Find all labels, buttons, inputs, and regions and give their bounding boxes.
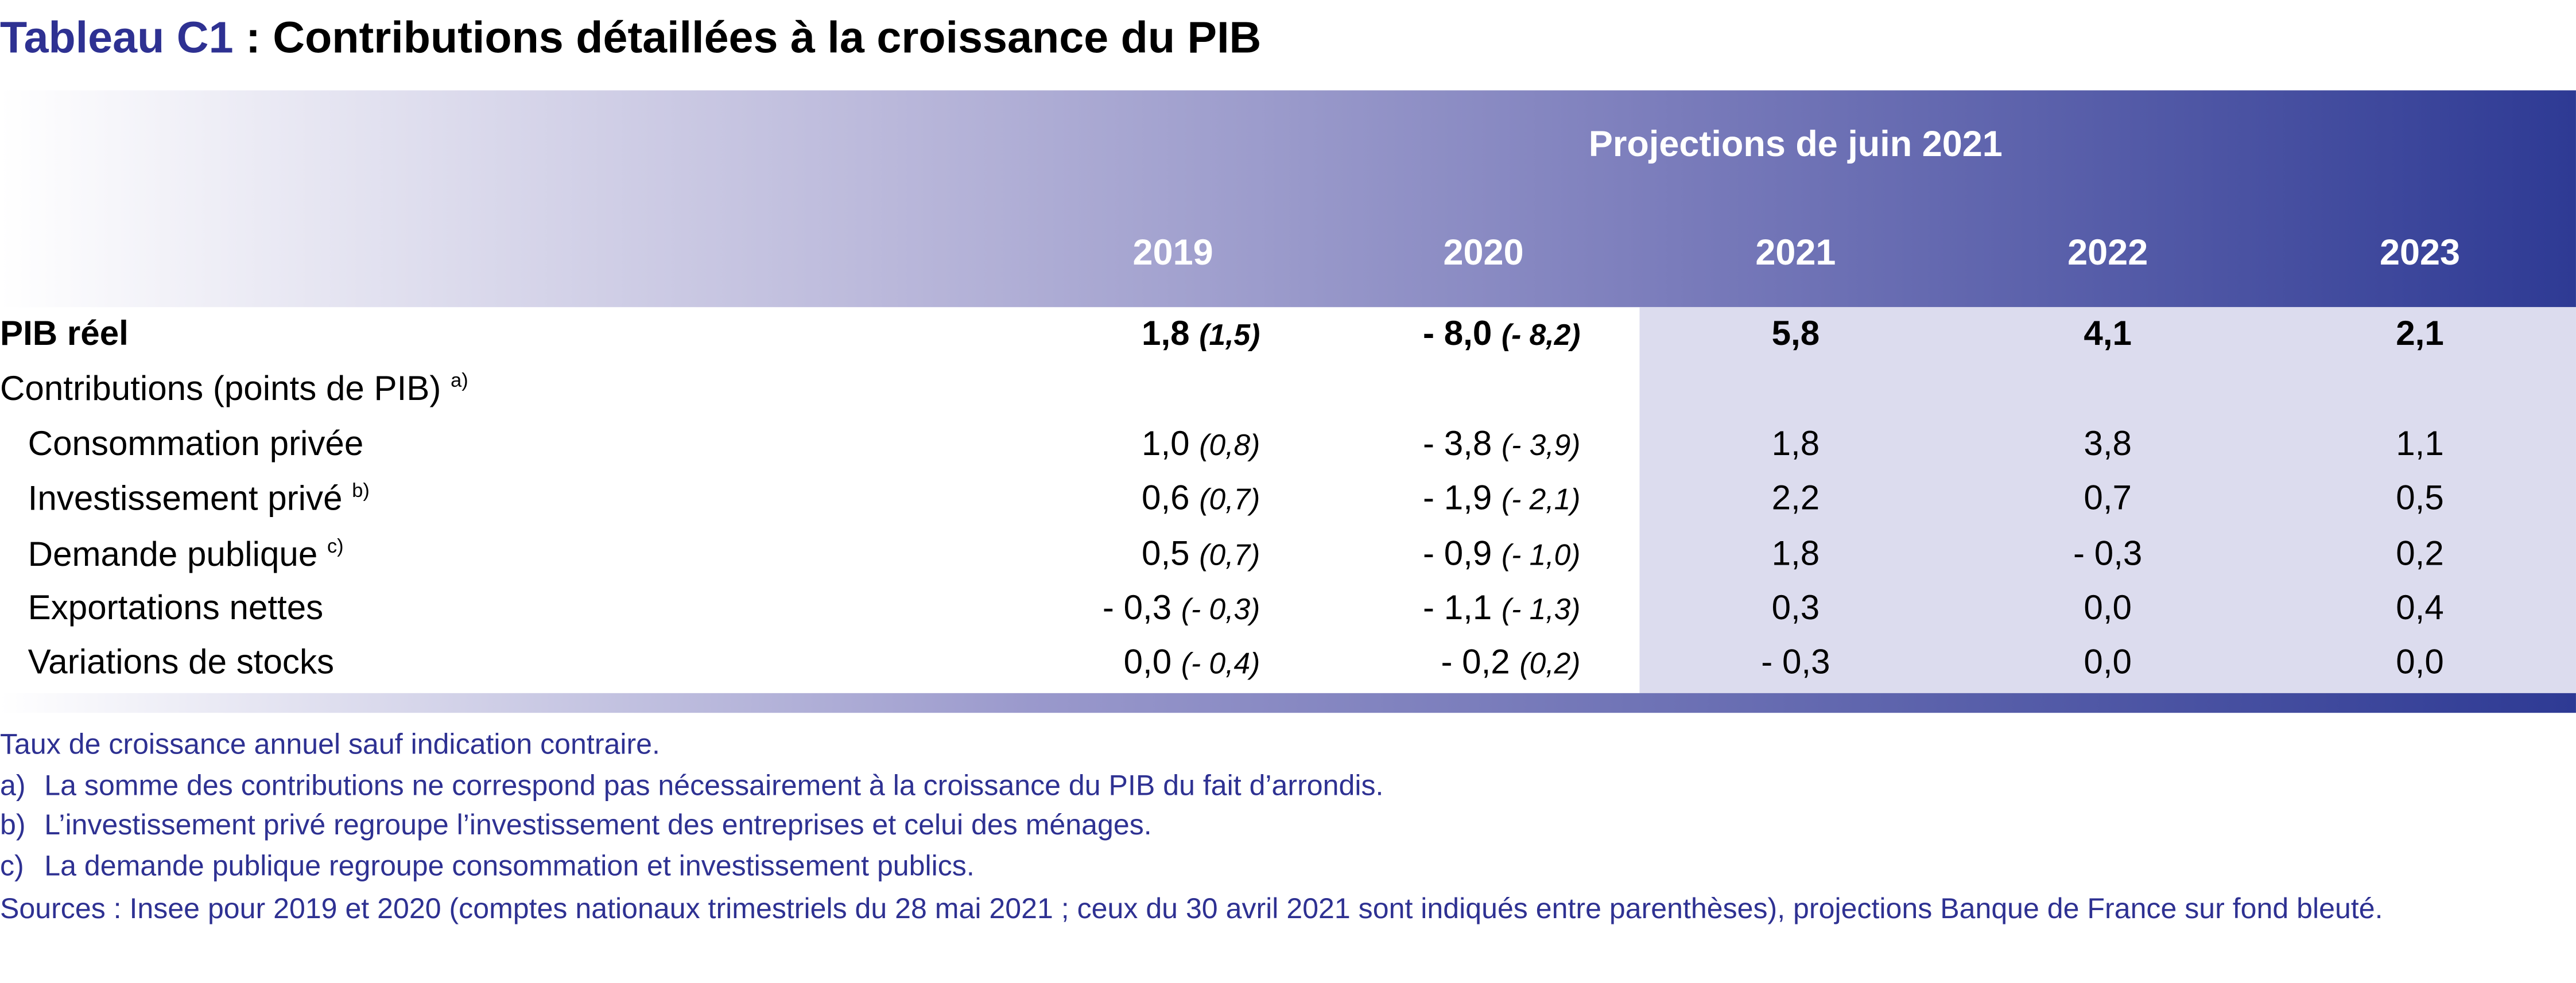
title-label: Tableau C1 — [0, 13, 234, 63]
row-label: Variations de stocks — [28, 644, 334, 684]
cell-value: 0,0 — [2084, 589, 2132, 628]
cell-previous: (- 0,3) — [1181, 593, 1260, 626]
year-header: 2021 — [1755, 231, 1836, 273]
title: Tableau C1 : Contributions détaillées à … — [0, 13, 1261, 64]
cell-value: 0,7 — [2084, 480, 2132, 518]
cell-previous: (- 8,2) — [1502, 318, 1581, 352]
cell: 0,6 (0,7) — [1142, 480, 1260, 519]
cell-value: - 1,9 — [1422, 480, 1492, 518]
cell-value: 1,8 — [1142, 315, 1190, 353]
footnote-ref: b) — [352, 479, 370, 502]
row-label: Investissement privé b) — [28, 479, 370, 520]
cell-value: 1,8 — [1771, 534, 1820, 573]
row-label-text: Consommation privée — [28, 425, 364, 463]
note: c) La demande publique regroupe consommat… — [0, 848, 975, 883]
row-label-text: PIB réel — [0, 315, 129, 353]
note-marker: b) — [0, 808, 26, 841]
note: Taux de croissance annuel sauf indicatio… — [0, 727, 660, 761]
year-header: 2019 — [1132, 231, 1213, 273]
cell-previous: (- 2,1) — [1502, 483, 1581, 516]
cell-value: - 0,3 — [1102, 589, 1172, 628]
note-text: La demande publique regroupe consommatio… — [44, 848, 975, 881]
footnote-ref: a) — [451, 369, 468, 393]
row-label: Consommation privée — [28, 425, 364, 465]
bottom-bar — [0, 693, 2576, 713]
cell-value: - 0,9 — [1422, 534, 1492, 573]
cell: - 1,1 (- 1,3) — [1423, 590, 1580, 630]
note: b) L’investissement privé regroupe l’inve… — [0, 808, 1152, 842]
cell-previous: (0,2) — [1519, 647, 1581, 681]
cell-value: - 0,2 — [1441, 644, 1510, 682]
cell-value: 0,0 — [2084, 644, 2132, 682]
row-label-text: Exportations nettes — [28, 589, 324, 628]
year-header: 2022 — [2067, 231, 2148, 273]
cell-previous: (- 3,9) — [1502, 428, 1581, 461]
row-label: Contributions (points de PIB) a) — [0, 370, 468, 411]
cell-value: 0,3 — [1771, 589, 1820, 628]
cell-value: - 0,3 — [2073, 534, 2143, 573]
cell-value: 0,6 — [1142, 480, 1190, 518]
footnote-ref: c) — [327, 534, 344, 557]
cell-previous: (- 1,3) — [1502, 593, 1581, 626]
cell-previous: (- 0,4) — [1181, 647, 1260, 681]
projection-header: Projections de juin 2021 — [1588, 123, 2003, 165]
row-label: Exportations nettes — [28, 590, 324, 630]
cell: - 0,9 (- 1,0) — [1423, 535, 1580, 574]
year-header: 2023 — [2379, 231, 2461, 273]
cell-value: 4,1 — [2084, 315, 2132, 353]
note-marker: c) — [0, 848, 24, 881]
cell-value: - 3,8 — [1422, 425, 1492, 463]
cell: - 0,2 (0,2) — [1441, 644, 1580, 684]
cell: - 0,3 (- 0,3) — [1103, 590, 1260, 630]
cell-value: - 8,0 — [1422, 315, 1492, 353]
cell: - 1,9 (- 2,1) — [1423, 480, 1580, 519]
cell-value: 2,2 — [1771, 480, 1820, 518]
row-label-text: Variations de stocks — [28, 644, 335, 682]
row-label: Demande publique c) — [28, 534, 344, 575]
cell-previous: (0,7) — [1199, 483, 1260, 516]
cell-value: 3,8 — [2084, 425, 2132, 463]
cell-value: 0,4 — [2396, 589, 2444, 628]
cell-value: 0,5 — [1142, 534, 1190, 573]
cell-value: 1,8 — [1771, 425, 1820, 463]
title-text: : Contributions détaillées à la croissan… — [246, 13, 1262, 63]
row-label: PIB réel — [0, 316, 129, 355]
note-text: L’investissement privé regroupe l’invest… — [44, 808, 1152, 841]
cell-value: - 1,1 — [1422, 589, 1492, 628]
cell-value: - 0,3 — [1761, 644, 1830, 682]
cell: 1,0 (0,8) — [1142, 425, 1260, 465]
cell-value: 2,1 — [2396, 315, 2444, 353]
cell: - 8,0 (- 8,2) — [1423, 316, 1580, 355]
cell-value: 1,0 — [1142, 425, 1190, 463]
cell: - 3,8 (- 3,9) — [1423, 425, 1580, 465]
note-text: La somme des contributions ne correspond… — [44, 768, 1384, 801]
sources: Sources : Insee pour 2019 et 2020 (compt… — [0, 892, 2383, 925]
cell-value: 0,0 — [1123, 644, 1172, 682]
cell-previous: (- 1,0) — [1502, 538, 1581, 571]
cell: 1,8 (1,5) — [1142, 316, 1260, 355]
year-header: 2020 — [1443, 231, 1524, 273]
cell-value: 0,0 — [2396, 644, 2444, 682]
row-label-text: Contributions (points de PIB) — [0, 371, 441, 409]
cell-value: 5,8 — [1771, 315, 1820, 353]
cell-previous: (0,7) — [1199, 538, 1260, 571]
cell-previous: (1,5) — [1199, 318, 1260, 352]
cell: 0,5 (0,7) — [1142, 535, 1260, 574]
cell-value: 0,2 — [2396, 534, 2444, 573]
cell-value: 1,1 — [2396, 425, 2444, 463]
note: a) La somme des contributions ne correspo… — [0, 768, 1383, 802]
projection-shade — [1639, 307, 2576, 693]
row-label-text: Demande publique — [28, 535, 318, 574]
note-marker: a) — [0, 768, 26, 801]
header-band — [0, 90, 2576, 308]
cell-previous: (0,8) — [1199, 428, 1260, 461]
cell: 0,0 (- 0,4) — [1124, 644, 1260, 684]
cell-value: 0,5 — [2396, 480, 2444, 518]
row-label-text: Investissement privé — [28, 480, 343, 519]
